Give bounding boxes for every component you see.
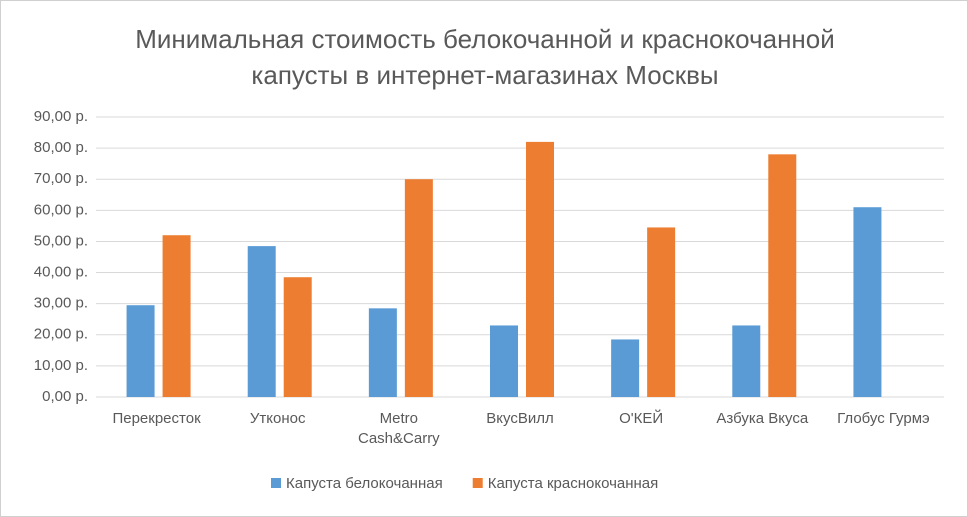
bar: [162, 235, 191, 397]
legend-swatch: [271, 478, 281, 488]
bar: [526, 141, 554, 397]
y-tick-label: 90,00 р.: [34, 108, 88, 125]
x-tick-label: Перекресток: [112, 410, 201, 427]
y-tick-label: 0,00 р.: [42, 388, 88, 405]
x-tick-label: Глобус Гурмэ: [837, 410, 930, 427]
bar: [853, 207, 882, 397]
y-tick-label: 20,00 р.: [34, 326, 88, 343]
y-tick-label: 80,00 р.: [34, 139, 88, 156]
chart-title: Минимальная стоимость белокочанной и кра…: [135, 24, 835, 90]
y-tick-label: 40,00 р.: [34, 264, 88, 281]
bar: [732, 325, 761, 397]
bar: [768, 154, 797, 397]
x-tick-label: О'КЕЙ: [619, 410, 664, 427]
y-tick-label: 60,00 р.: [34, 201, 88, 218]
bar: [404, 179, 433, 397]
bar: [126, 305, 155, 397]
bar: [283, 277, 312, 397]
legend-label: Капуста краснокочанная: [488, 475, 659, 492]
x-tick-label: Азбука Вкуса: [716, 410, 809, 427]
x-tick-label: ВкусВилл: [486, 410, 554, 427]
bar: [490, 325, 518, 397]
y-tick-label: 50,00 р.: [34, 232, 88, 249]
legend-label: Капуста белокочанная: [286, 475, 443, 492]
x-tick-label: Утконос: [249, 410, 306, 427]
legend-swatch: [472, 478, 483, 488]
y-tick-label: 10,00 р.: [34, 357, 88, 374]
x-tick-label: Metro Cash&Carry: [358, 410, 440, 447]
y-tick-label: 70,00 р.: [34, 170, 88, 187]
bar: [611, 339, 640, 397]
bar: [368, 308, 397, 397]
bar: [247, 246, 276, 397]
y-tick-label: 30,00 р.: [34, 295, 88, 312]
bar: [647, 227, 676, 397]
